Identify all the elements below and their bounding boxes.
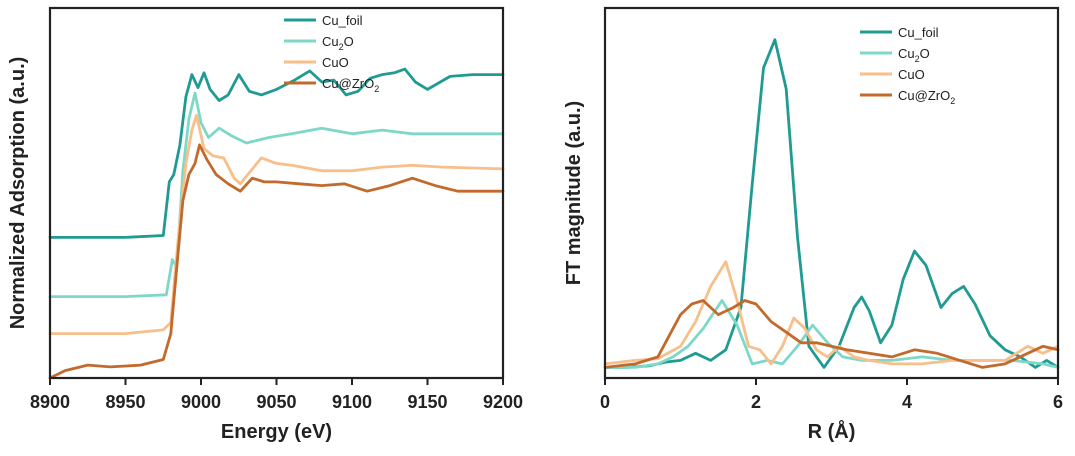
xanes-x-tick-label: 9150 <box>407 392 447 412</box>
xanes-series-layer <box>48 67 505 380</box>
exafs-x-tick-label: 2 <box>751 392 761 412</box>
xanes-plot-frame <box>48 6 505 380</box>
xanes-series-line-1 <box>48 91 505 299</box>
xanes-series-line-2 <box>48 113 505 336</box>
xanes-legend-label-0: Cu_foil <box>322 13 363 28</box>
xanes-legend-label-3: Cu@ZrO2 <box>322 76 379 94</box>
exafs-x-axis-label: R (Å) <box>808 419 856 443</box>
exafs-series-line-3 <box>603 299 1060 369</box>
xanes-series-line-0 <box>48 67 505 239</box>
exafs-x-ticks: 0 2 4 6 <box>600 378 1063 412</box>
xanes-x-tick-label: 9050 <box>256 392 296 412</box>
exafs-x-tick-label: 4 <box>902 392 912 412</box>
exafs-legend-label-3: Cu@ZrO2 <box>898 88 955 106</box>
xanes-legend-label-1: Cu2O <box>322 34 354 52</box>
xanes-x-tick-label: 9000 <box>181 392 221 412</box>
xanes-panel: 8900 8950 9000 9050 9100 9150 9200 Energy (eV)… <box>7 6 523 443</box>
exafs-y-axis-label: FT magnitude (a.u.) <box>563 101 585 285</box>
xanes-legend-label-2: CuO <box>322 55 349 70</box>
xanes-x-tick-label: 9200 <box>483 392 523 412</box>
exafs-series-layer <box>603 38 1060 369</box>
exafs-x-tick-label: 6 <box>1053 392 1063 412</box>
exafs-legend: Cu_foil Cu2O CuO Cu@ZrO2 <box>860 25 955 106</box>
xanes-x-tick-label: 9100 <box>332 392 372 412</box>
exafs-series-line-0 <box>603 38 1060 369</box>
xanes-series-line-3 <box>48 143 505 380</box>
exafs-legend-label-1: Cu2O <box>898 46 930 64</box>
xanes-x-tick-label: 8950 <box>105 392 145 412</box>
xanes-x-tick-label: 8900 <box>30 392 70 412</box>
exafs-series-line-2 <box>603 260 1060 366</box>
exafs-plot-frame <box>603 6 1060 380</box>
xanes-x-axis-label: Energy (eV) <box>221 421 332 443</box>
xanes-x-ticks: 8900 8950 9000 9050 9100 9150 9200 <box>30 378 523 412</box>
xanes-legend: Cu_foil Cu2O CuO Cu@ZrO2 <box>284 13 379 94</box>
xanes-y-axis-label: Normalized Adsorption (a.u.) <box>7 57 29 330</box>
exafs-legend-label-2: CuO <box>898 67 925 82</box>
exafs-x-tick-label: 0 <box>600 392 610 412</box>
exafs-legend-label-0: Cu_foil <box>898 25 939 40</box>
